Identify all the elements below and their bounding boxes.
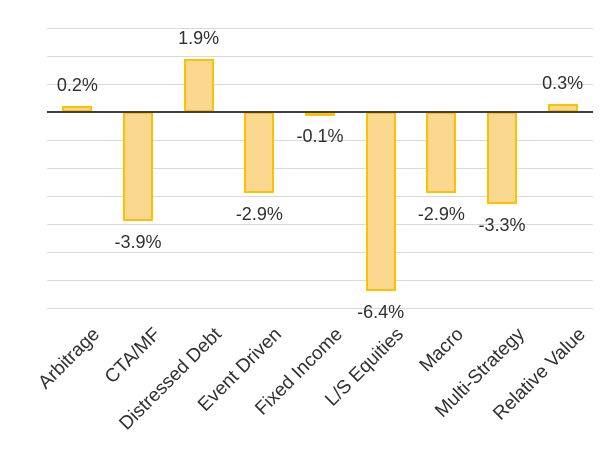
bar-l-s-equities xyxy=(365,112,396,292)
bar-value-label: -2.9% xyxy=(235,204,283,225)
bar-value-label: 1.9% xyxy=(178,27,220,48)
bar-value-label: -2.9% xyxy=(417,204,465,225)
bar-value-label: -3.9% xyxy=(114,232,162,253)
bar-value-label: -6.4% xyxy=(357,302,405,323)
gridline xyxy=(47,55,593,57)
gridline xyxy=(47,83,593,85)
gridline xyxy=(47,167,593,169)
zero-axis-line xyxy=(47,111,593,113)
gridline xyxy=(47,307,593,309)
bar-event-driven xyxy=(244,112,275,194)
bar-relative-value xyxy=(547,103,578,112)
gridline xyxy=(47,27,593,29)
bar-value-label: -0.1% xyxy=(296,125,344,146)
bar-value-label: -3.3% xyxy=(478,215,526,236)
gridline xyxy=(47,195,593,197)
gridline xyxy=(47,223,593,225)
bar-distressed-debt xyxy=(183,58,214,112)
bar-macro xyxy=(426,112,457,194)
bar-value-label: 0.3% xyxy=(542,72,584,93)
bar-fixed-income xyxy=(305,112,335,116)
gridline xyxy=(47,139,593,141)
bar-cta-mf xyxy=(123,112,153,222)
bar-multi-strategy xyxy=(487,112,517,205)
gridline xyxy=(47,251,593,253)
bar-value-label: 0.2% xyxy=(56,75,98,96)
gridline xyxy=(47,279,593,281)
